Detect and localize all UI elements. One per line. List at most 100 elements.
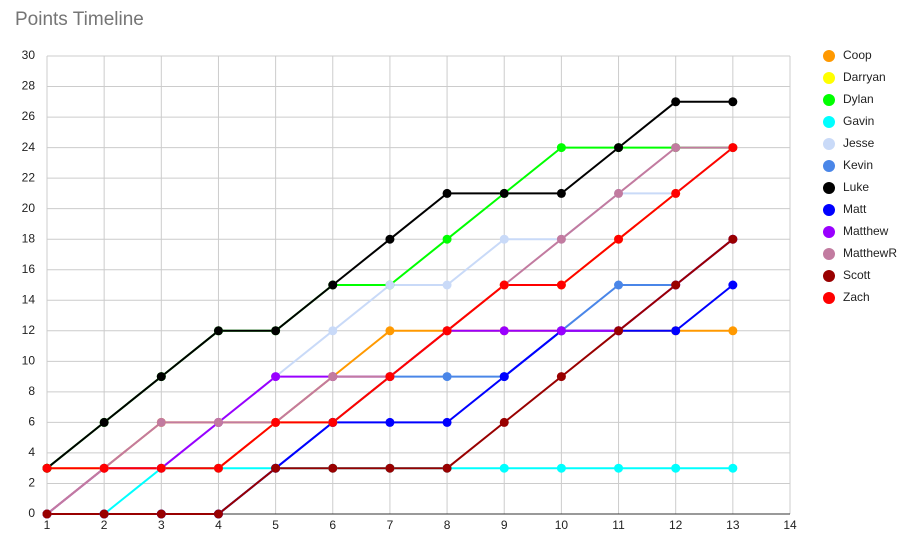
y-tick-label: 0	[28, 506, 35, 520]
y-tick-label: 12	[22, 323, 36, 337]
data-point	[42, 509, 52, 519]
legend-marker	[823, 204, 835, 216]
data-point	[271, 417, 281, 427]
legend-marker	[823, 160, 835, 172]
x-tick-label: 13	[726, 518, 740, 532]
y-tick-label: 26	[22, 109, 36, 123]
data-point	[328, 372, 338, 382]
data-point	[213, 463, 223, 473]
data-point	[156, 509, 166, 519]
data-point	[328, 463, 338, 473]
legend-marker	[823, 72, 835, 84]
data-point	[442, 326, 452, 336]
x-tick-label: 4	[215, 518, 222, 532]
legend-marker	[823, 270, 835, 282]
data-point	[213, 417, 223, 427]
data-point	[614, 234, 624, 244]
legend-marker	[823, 292, 835, 304]
data-point	[499, 234, 509, 244]
x-tick-label: 8	[444, 518, 451, 532]
data-point	[442, 234, 452, 244]
data-point	[499, 372, 509, 382]
data-point	[328, 417, 338, 427]
legend-label: Darryan	[843, 70, 886, 84]
y-tick-label: 4	[28, 445, 35, 459]
legend-label: Luke	[843, 180, 869, 194]
data-point	[614, 326, 624, 336]
data-point	[442, 463, 452, 473]
x-tick-label: 1	[44, 518, 51, 532]
data-point	[728, 326, 738, 336]
data-point	[671, 280, 681, 290]
data-point	[499, 463, 509, 473]
data-point	[99, 417, 109, 427]
y-tick-label: 22	[22, 170, 36, 184]
data-point	[728, 234, 738, 244]
legend-label: Gavin	[843, 114, 874, 128]
legend-label: Matthew	[843, 224, 889, 238]
y-tick-label: 10	[22, 354, 36, 368]
x-tick-label: 11	[612, 518, 625, 532]
x-tick-label: 14	[783, 518, 797, 532]
data-point	[213, 326, 223, 336]
data-point	[728, 280, 738, 290]
legend-label: Scott	[843, 268, 871, 282]
data-point	[156, 463, 166, 473]
data-point	[728, 143, 738, 153]
legend-marker	[823, 50, 835, 62]
data-point	[499, 326, 509, 336]
legend-label: MatthewR	[843, 246, 897, 260]
data-point	[671, 463, 681, 473]
x-tick-label: 6	[329, 518, 336, 532]
data-point	[614, 280, 624, 290]
data-point	[99, 509, 109, 519]
data-point	[42, 463, 52, 473]
data-point	[442, 417, 452, 427]
data-point	[271, 463, 281, 473]
data-point	[385, 280, 395, 290]
data-point	[671, 143, 681, 153]
y-tick-label: 8	[28, 384, 35, 398]
legend-label: Coop	[843, 48, 872, 62]
chart-title: Points Timeline	[15, 9, 144, 30]
y-tick-label: 14	[22, 292, 36, 306]
x-tick-label: 2	[101, 518, 108, 532]
data-point	[556, 143, 566, 153]
data-point	[556, 188, 566, 198]
data-point	[728, 97, 738, 107]
legend-marker	[823, 226, 835, 238]
y-tick-label: 16	[22, 262, 36, 276]
legend-label: Jesse	[843, 136, 875, 150]
y-tick-label: 28	[22, 79, 36, 93]
legend-label: Zach	[843, 290, 870, 304]
data-point	[671, 188, 681, 198]
legend-label: Kevin	[843, 158, 873, 172]
data-point	[499, 280, 509, 290]
x-tick-label: 12	[669, 518, 683, 532]
data-point	[556, 280, 566, 290]
legend-marker	[823, 182, 835, 194]
data-point	[499, 417, 509, 427]
data-point	[442, 372, 452, 382]
legend-label: Dylan	[843, 92, 874, 106]
data-point	[328, 280, 338, 290]
data-point	[728, 463, 738, 473]
data-point	[271, 326, 281, 336]
legend-marker	[823, 94, 835, 106]
data-point	[385, 417, 395, 427]
y-tick-label: 20	[22, 201, 36, 215]
y-tick-label: 18	[22, 231, 36, 245]
data-point	[328, 326, 338, 336]
data-point	[156, 372, 166, 382]
y-tick-label: 2	[28, 476, 35, 490]
y-tick-label: 6	[28, 415, 35, 429]
data-point	[442, 280, 452, 290]
data-point	[99, 463, 109, 473]
data-point	[385, 372, 395, 382]
legend-marker	[823, 116, 835, 128]
x-tick-label: 3	[158, 518, 165, 532]
data-point	[614, 143, 624, 153]
